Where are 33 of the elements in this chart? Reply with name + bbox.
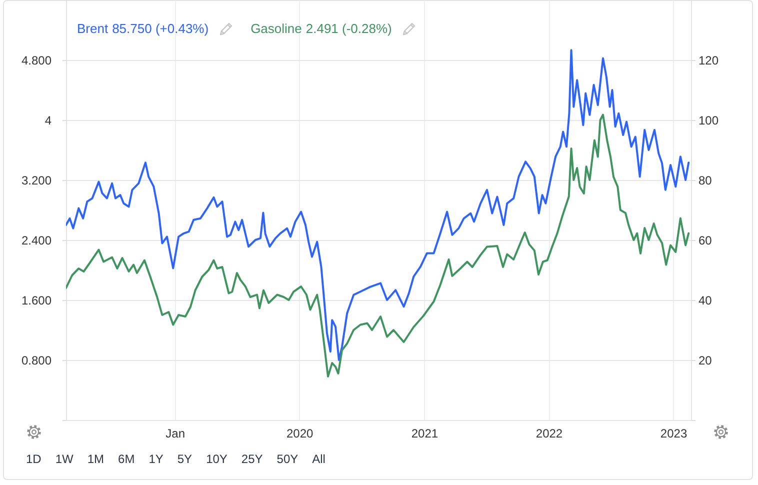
text: Brent [77,21,108,37]
y2-tick-label: 40 [698,294,712,308]
text: All [312,452,326,466]
y2-tick-label: 20 [698,354,712,368]
text: 25Y [241,452,263,466]
x-tick-label: 2020 [286,426,314,440]
x-tick-label: 2023 [660,426,688,440]
y2-tick-label: 60 [698,234,712,248]
text: 6M [118,452,135,466]
line-series [66,114,690,378]
y-tick-label: 3.200 [21,174,52,188]
y-tick-label: 0.800 [21,354,52,368]
y2-tick-label: 100 [698,114,719,128]
annotation: 85.750 (+0.43%) [112,21,209,37]
text: 5Y [177,452,192,466]
text: 10Y [206,452,228,466]
x-tick-label: 2021 [411,426,438,440]
y-tick-label: 2.400 [21,234,52,248]
line-series [66,49,690,361]
y-tick-label: 1.600 [21,294,52,308]
x-tick-label: Jan [166,426,186,440]
y-tick-label: 4 [44,114,52,128]
y2-tick-label: 80 [698,174,712,188]
text: Gasoline [250,21,302,37]
annotation: 2.491 (-0.28%) [306,21,392,37]
text: 1W [55,452,74,466]
text: 1D [26,452,42,466]
x-tick-label: 2022 [536,426,563,440]
text: 50Y [276,452,298,466]
y-tick-label: 4.800 [21,54,52,68]
y2-tick-label: 120 [698,54,719,68]
text: 1Y [148,452,164,466]
text: 1M [87,452,104,466]
